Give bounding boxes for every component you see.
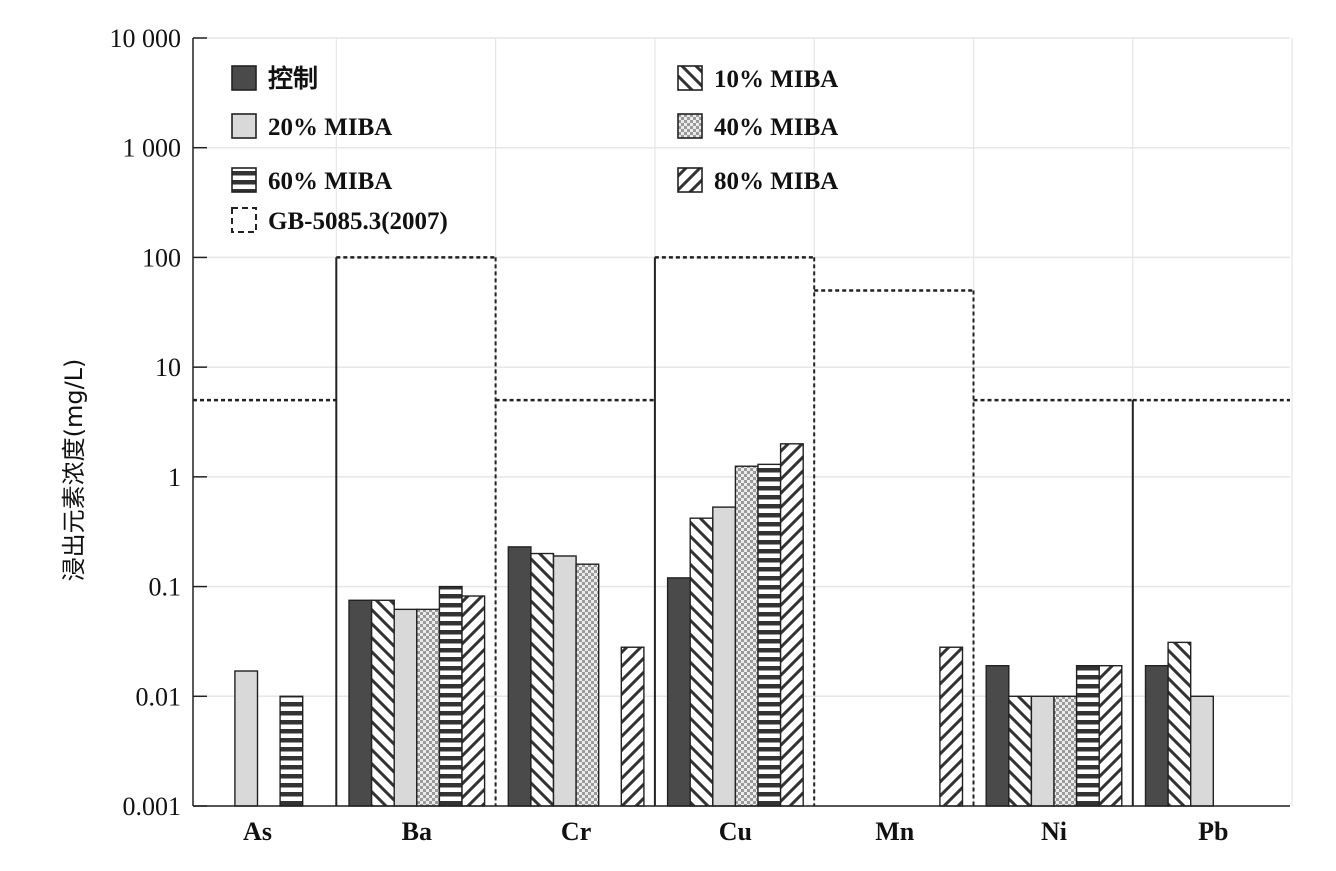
y-tick-label: 1 [168,463,181,492]
bar-ni-series-0 [985,665,1010,807]
y-tick-labels: 0.001 0.01 0.1 1 10 100 1 000 10 000 [110,24,182,821]
legend-label: 10% MIBA [714,66,838,93]
x-category-label: Mn [875,817,915,846]
y-tick-label: 100 [142,243,181,272]
bar-pb-series-1 [1167,641,1192,807]
y-tick-label: 10 000 [110,24,182,53]
legend-swatch [677,167,703,193]
legend-swatch [677,65,703,91]
bar-ba-series-4 [438,585,463,807]
bar-ba-series-0 [348,599,373,807]
legend-swatch [231,113,257,139]
bar-as-series-2 [234,670,259,807]
bar-ba-series-3 [416,608,441,807]
legend-swatch [677,113,703,139]
bar-cr-series-2 [552,555,577,807]
bar-cu-series-4 [757,463,782,807]
x-category-label: Cu [719,817,752,846]
bar-cr-series-1 [530,552,555,807]
legend-swatch [231,65,257,91]
bar-cu-series-0 [666,577,691,807]
bar-ba-series-2 [393,608,418,807]
x-category-label: Ni [1041,817,1067,846]
x-category-labels: As Ba Cr Cu Mn Ni Pb [243,817,1228,846]
bar-pb-series-0 [1144,665,1169,807]
legend-swatch-limit [231,207,257,233]
bar-mn-series-5 [939,646,964,807]
legend-label: 控制 [268,65,318,93]
y-tick-label: 0.01 [136,682,182,711]
legend-swatch [231,167,257,193]
x-category-label: Ba [402,817,432,846]
axes [192,37,1290,807]
bar-ni-series-1 [1008,695,1033,807]
bar-cr-series-5 [620,646,645,807]
legend-label: 80% MIBA [714,168,838,195]
bar-cu-series-3 [734,465,759,807]
x-category-label: Cr [561,817,591,846]
legend-label: 20% MIBA [268,114,392,141]
limit-lines [193,256,1290,806]
y-tick-label: 0.1 [149,573,182,602]
y-axis-title: 浸出元素浓度(mg/L) [60,359,88,582]
legend-label: 40% MIBA [714,114,838,141]
bar-ni-series-5 [1098,665,1123,807]
bar-cu-series-1 [689,517,714,807]
y-tick-label: 0.001 [123,792,182,821]
bar-ni-series-4 [1075,665,1100,807]
bar-as-series-4 [279,695,304,807]
y-tick-label: 10 [155,353,181,382]
bar-ni-series-3 [1053,695,1078,807]
bar-cu-series-5 [779,443,804,807]
legend-label: GB-5085.3(2007) [268,208,448,235]
bar-ba-series-1 [370,599,395,807]
bar-pb-series-2 [1189,695,1214,807]
bar-ba-series-5 [461,595,486,807]
bar-cr-series-0 [507,546,532,807]
legend-label: 60% MIBA [268,168,392,195]
x-category-label: Pb [1198,817,1228,846]
y-tick-label: 1 000 [123,134,182,163]
bar-ni-series-2 [1030,695,1055,807]
bar-cu-series-2 [712,506,737,807]
bars [234,443,1214,807]
bar-cr-series-3 [575,563,600,807]
legend: 控制 10% MIBA 20% MIBA 40% MIBA 60% MIBA 80% MI… [231,65,838,235]
x-category-label: As [243,817,272,846]
